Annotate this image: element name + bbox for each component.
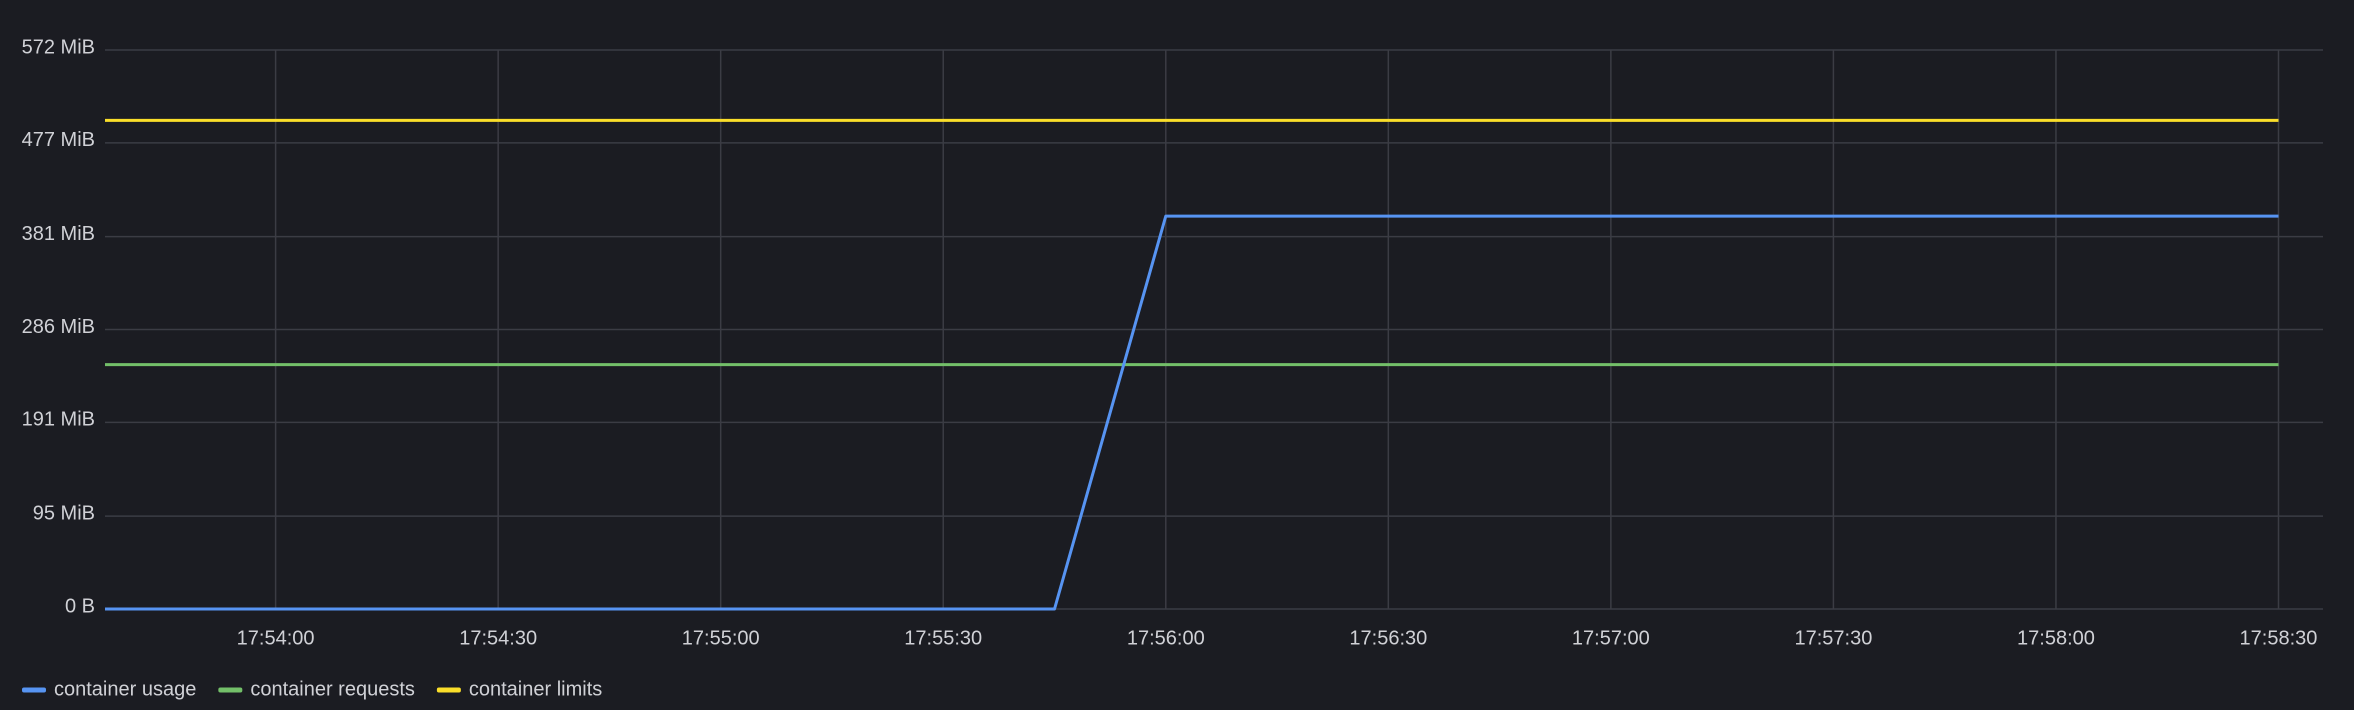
- legend-label: container limits: [469, 678, 602, 700]
- y-tick-label: 381 MiB: [22, 223, 95, 245]
- y-tick-label: 572 MiB: [22, 36, 95, 58]
- y-tick-label: 191 MiB: [22, 409, 95, 431]
- x-tick-label: 17:57:00: [1572, 627, 1650, 649]
- series-line: [105, 214, 2279, 611]
- x-tick-label: 17:58:00: [2017, 627, 2095, 649]
- legend-swatch: [436, 687, 461, 693]
- x-tick-label: 17:57:30: [1794, 627, 1872, 649]
- y-tick-label: 95 MiB: [33, 502, 95, 524]
- x-tick-label: 17:54:00: [237, 627, 315, 649]
- y-tick-label: 477 MiB: [22, 129, 95, 151]
- y-tick-label: 286 MiB: [22, 316, 95, 338]
- y-tick-label: 0 B: [65, 595, 95, 617]
- legend-label: container requests: [250, 678, 415, 700]
- x-tick-label: 17:58:30: [2240, 627, 2318, 649]
- legend-label: container usage: [54, 678, 196, 700]
- x-tick-label: 17:55:00: [682, 627, 760, 649]
- x-tick-label: 17:54:30: [459, 627, 537, 649]
- x-tick-label: 17:56:00: [1127, 627, 1205, 649]
- legend-swatch: [22, 687, 46, 693]
- x-tick-label: 17:55:30: [904, 627, 982, 649]
- legend-swatch: [218, 687, 243, 693]
- x-tick-label: 17:56:30: [1349, 627, 1427, 649]
